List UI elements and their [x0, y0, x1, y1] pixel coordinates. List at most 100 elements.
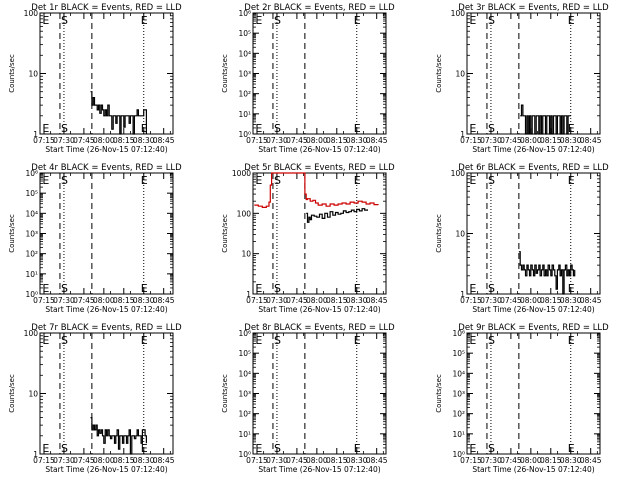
marker-letter: S [488, 282, 495, 295]
y-tick-label: 10⁴ [452, 369, 465, 378]
y-tick-label: 10¹ [238, 110, 251, 119]
y-axis-label: Counts/sec [8, 54, 16, 93]
x-tick-label: 08:00 [520, 456, 542, 465]
x-tick-label: 07:30 [53, 296, 75, 305]
chart-panel-2: Det 2r BLACK = Events, RED = LLD 10⁰ 10¹ 10… [221, 3, 395, 154]
x-tick-label: 08:00 [93, 456, 115, 465]
y-tick-label: 10³ [238, 70, 251, 79]
x-tick-label: 07:15 [460, 296, 482, 305]
x-axis-label: Start Time (26-Nov-15 07:12:40) [45, 465, 167, 474]
x-tick-label: 07:15 [460, 456, 482, 465]
y-tick-label: 10⁵ [452, 349, 465, 358]
x-tick-label: 08:45 [580, 296, 602, 305]
y-tick-label: 10¹ [25, 270, 38, 279]
x-tick-label: 08:00 [306, 456, 328, 465]
series-line-1 [520, 104, 571, 135]
marker-letter: S [61, 282, 68, 295]
marker-letter: E [255, 442, 262, 455]
chart-panel-9: Det 9r BLACK = Events, RED = LLD 10⁰ 10¹ 10… [435, 323, 609, 474]
y-tick-label: 10⁵ [25, 189, 38, 198]
y-axis-label: Counts/sec [221, 214, 229, 253]
marker-letter: E [42, 282, 49, 295]
x-axis-label: Start Time (26-Nov-15 07:12:40) [472, 465, 594, 474]
x-tick-label: 07:30 [53, 456, 75, 465]
x-tick-label: 07:45 [286, 296, 308, 305]
series-line-1 [254, 172, 379, 208]
x-tick-label: 08:00 [306, 296, 328, 305]
y-tick-label: 10⁵ [238, 349, 251, 358]
marker-letter: E [354, 14, 361, 27]
y-tick-label: 1 [460, 290, 465, 299]
marker-letter: S [488, 334, 495, 347]
y-tick-label: 100 [451, 9, 466, 18]
marker-letter: S [274, 334, 281, 347]
marker-letter: E [141, 14, 148, 27]
y-tick-label: 100 [237, 209, 252, 218]
x-tick-label: 07:15 [33, 136, 55, 145]
x-tick-label: 08:15 [326, 456, 348, 465]
x-tick-label: 07:15 [246, 456, 268, 465]
x-axis-label: Start Time (26-Nov-15 07:12:40) [258, 305, 380, 314]
x-tick-label: 08:30 [133, 296, 155, 305]
chart-title: Det 1r BLACK = Events, RED = LLD [31, 3, 182, 13]
y-axis-label: Counts/sec [435, 54, 443, 93]
x-tick-label: 07:45 [73, 296, 95, 305]
marker-letter: E [255, 14, 262, 27]
marker-letter: E [141, 174, 148, 187]
marker-letter: S [488, 174, 495, 187]
marker-letter: E [469, 282, 476, 295]
x-axis-label: Start Time (26-Nov-15 07:12:40) [472, 145, 594, 154]
x-tick-label: 08:45 [153, 456, 175, 465]
chart-title: Det 4r BLACK = Events, RED = LLD [31, 163, 182, 173]
x-tick-label: 07:45 [286, 136, 308, 145]
x-tick-label: 08:30 [133, 456, 155, 465]
marker-letter: E [354, 122, 361, 135]
y-tick-label: 10⁴ [238, 49, 251, 58]
marker-letter: E [255, 174, 262, 187]
y-axis-label: Counts/sec [221, 54, 229, 93]
x-tick-label: 08:15 [540, 296, 562, 305]
x-tick-label: 08:45 [153, 136, 175, 145]
marker-letter: E [255, 282, 262, 295]
y-tick-label: 10 [241, 250, 251, 259]
chart-panel-8: Det 8r BLACK = Events, RED = LLD 10⁰ 10¹ 10… [221, 323, 395, 474]
x-axis-label: Start Time (26-Nov-15 07:12:40) [45, 305, 167, 314]
marker-letter: S [61, 442, 68, 455]
y-tick-label: 100 [24, 329, 39, 338]
x-tick-label: 07:30 [53, 136, 75, 145]
x-axis-label: Start Time (26-Nov-15 07:12:40) [45, 145, 167, 154]
y-tick-label: 1 [33, 130, 38, 139]
y-tick-label: 10⁶ [238, 9, 251, 18]
marker-letter: S [274, 122, 281, 135]
x-tick-label: 07:30 [480, 456, 502, 465]
x-tick-label: 08:00 [93, 296, 115, 305]
marker-letter: E [469, 442, 476, 455]
chart-panel-5: Det 5r BLACK = Events, RED = LLD 1 10 100 10… [221, 163, 395, 314]
x-tick-label: 08:45 [366, 136, 388, 145]
x-tick-label: 07:30 [480, 296, 502, 305]
y-tick-label: 10⁶ [452, 329, 465, 338]
y-tick-label: 1 [246, 290, 251, 299]
x-tick-label: 08:45 [153, 296, 175, 305]
x-tick-label: 07:15 [246, 136, 268, 145]
marker-letter: E [568, 334, 575, 347]
x-tick-label: 08:00 [306, 136, 328, 145]
marker-letter: E [568, 174, 575, 187]
x-tick-label: 08:45 [580, 456, 602, 465]
y-tick-label: 10 [455, 230, 465, 239]
y-tick-label: 10³ [452, 390, 465, 399]
marker-letter: E [141, 442, 148, 455]
plot-frame [252, 172, 387, 295]
y-tick-label: 10² [452, 410, 465, 419]
y-tick-label: 10² [238, 410, 251, 419]
marker-letter: E [141, 122, 148, 135]
x-axis-label: Start Time (26-Nov-15 07:12:40) [258, 465, 380, 474]
x-tick-label: 08:45 [580, 136, 602, 145]
x-tick-label: 07:45 [73, 456, 95, 465]
y-tick-label: 10⁴ [25, 209, 38, 218]
series-line-1 [518, 251, 576, 295]
marker-letter: E [354, 174, 361, 187]
x-tick-label: 07:45 [73, 136, 95, 145]
marker-letter: E [141, 334, 148, 347]
y-tick-label: 1 [460, 130, 465, 139]
